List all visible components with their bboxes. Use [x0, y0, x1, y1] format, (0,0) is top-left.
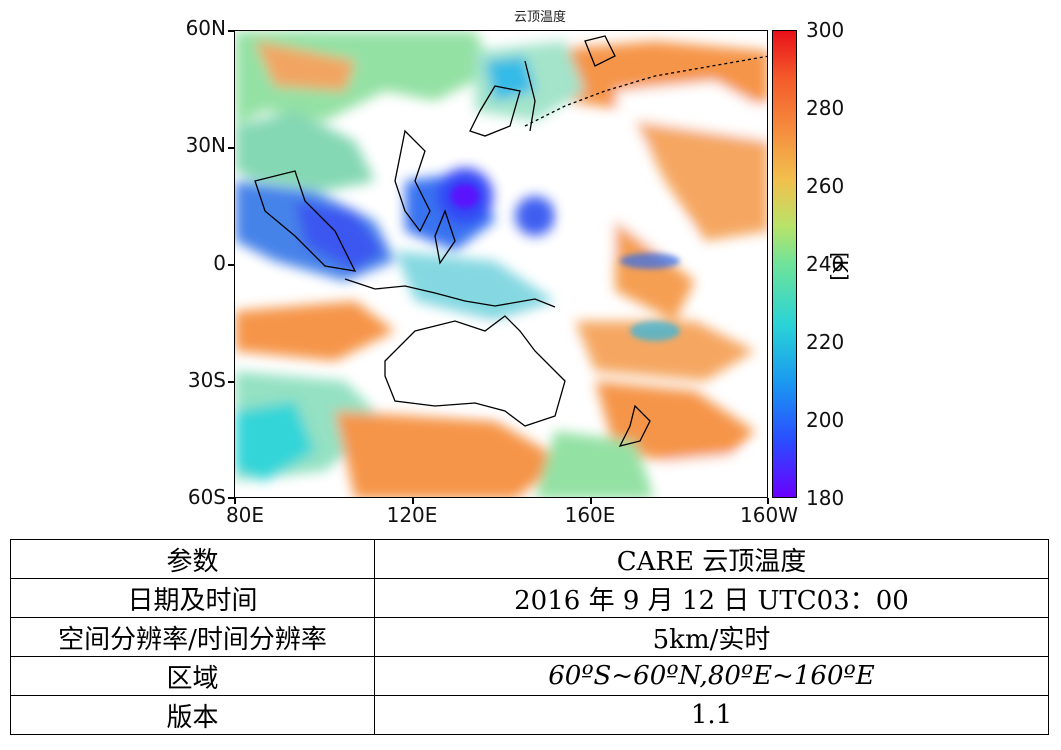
- y-tick-mark: [228, 264, 234, 266]
- x-tick-mark: [234, 498, 236, 504]
- cloud-temperature-map-image: [235, 31, 767, 497]
- colorbar-tick-label: 200: [806, 408, 845, 432]
- table-cell-value: 2016 年 9 月 12 日 UTC03：00: [374, 578, 1049, 618]
- table-row: 日期及时间 2016 年 9 月 12 日 UTC03：00: [10, 578, 1049, 618]
- y-tick-label: 60N: [185, 16, 226, 40]
- table-cell-label: 版本: [10, 695, 375, 735]
- metadata-table: 参数 CARE 云顶温度 日期及时间 2016 年 9 月 12 日 UTC03…: [10, 539, 1049, 735]
- y-tick-mark: [228, 30, 234, 32]
- y-tick-label: 0: [213, 251, 226, 275]
- satellite-map: [234, 30, 768, 498]
- cloud-top-temperature-figure: 云顶温度: [185, 10, 852, 527]
- colorbar-tick-label: 220: [806, 330, 845, 354]
- colorbar-tick-label: 260: [806, 174, 845, 198]
- table-cell-value: 5km/实时: [374, 617, 1049, 657]
- table-cell-value: 60ºS~60ºN,80ºE~160ºE: [374, 656, 1049, 696]
- y-tick-label: 60S: [187, 485, 226, 509]
- colorbar-tick-label: 180: [806, 486, 845, 510]
- map-title: 云顶温度: [513, 10, 566, 25]
- y-tick-mark: [228, 497, 234, 499]
- table-row: 区域 60ºS~60ºN,80ºE~160ºE: [10, 656, 1049, 696]
- x-tick-mark: [767, 498, 769, 504]
- table-cell-label: 空间分辨率/时间分辨率: [10, 617, 375, 657]
- y-tick-label: 30S: [187, 368, 226, 392]
- colorbar-tick-label: 240: [806, 252, 845, 276]
- y-tick-mark: [228, 381, 234, 383]
- table-row: 版本 1.1: [10, 695, 1049, 735]
- colorbar: [772, 30, 797, 498]
- x-tick-mark: [590, 498, 592, 504]
- y-tick-label: 30N: [185, 133, 226, 157]
- x-tick-label: 120E: [386, 503, 438, 527]
- colorbar-tick-label: 300: [806, 18, 845, 42]
- table-cell-value: CARE 云顶温度: [374, 539, 1049, 579]
- y-tick-mark: [228, 147, 234, 149]
- x-tick-label: 160W: [740, 503, 798, 527]
- colorbar-unit-label: [K]: [828, 252, 852, 281]
- table-cell-label: 日期及时间: [10, 578, 375, 618]
- table-cell-label: 参数: [10, 539, 375, 579]
- colorbar-tick-label: 280: [806, 96, 845, 120]
- x-tick-mark: [412, 498, 414, 504]
- table-row: 参数 CARE 云顶温度: [10, 539, 1049, 579]
- table-cell-label: 区域: [10, 656, 375, 696]
- x-tick-label: 80E: [225, 503, 265, 527]
- x-tick-label: 160E: [564, 503, 616, 527]
- table-row: 空间分辨率/时间分辨率 5km/实时: [10, 617, 1049, 657]
- table-cell-value: 1.1: [374, 695, 1049, 735]
